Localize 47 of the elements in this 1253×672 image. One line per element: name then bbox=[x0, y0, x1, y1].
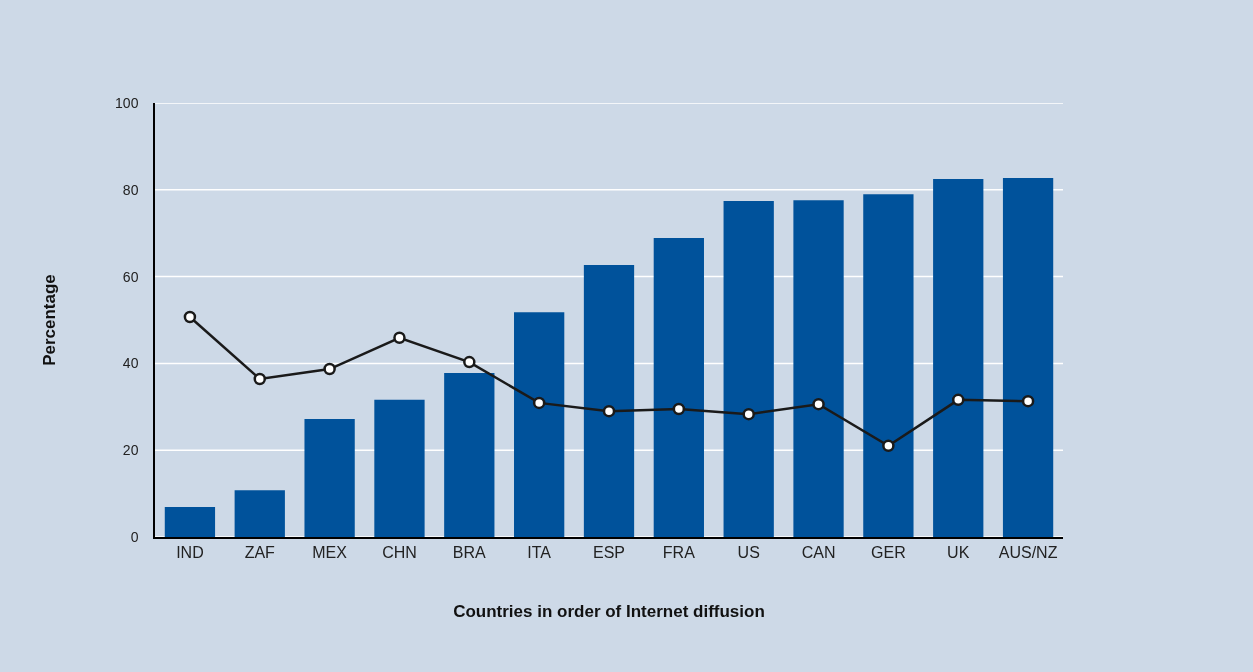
y-tick-label: 0 bbox=[130, 528, 139, 545]
y-tick-label: 60 bbox=[122, 268, 139, 285]
point bbox=[951, 393, 965, 407]
x-tick-label: GER bbox=[871, 543, 906, 561]
y-tick-label: 20 bbox=[122, 442, 139, 459]
x-tick-label: IND bbox=[176, 543, 204, 561]
bar bbox=[374, 399, 425, 537]
bar bbox=[583, 264, 635, 537]
point bbox=[742, 407, 755, 421]
point bbox=[1021, 394, 1035, 408]
bar bbox=[793, 200, 844, 537]
bar bbox=[164, 507, 216, 537]
x-tick-label: ITA bbox=[527, 543, 552, 561]
x-tick-label: US bbox=[737, 543, 760, 561]
x-tick-label: CHN bbox=[382, 543, 417, 561]
x-tick-label: ESP bbox=[592, 543, 626, 561]
point bbox=[882, 439, 895, 453]
point bbox=[183, 310, 197, 324]
y-tick-label: 40 bbox=[122, 355, 139, 372]
point bbox=[672, 402, 686, 416]
bar bbox=[444, 372, 495, 537]
y-tick-label: 100 bbox=[115, 94, 139, 111]
bar bbox=[1002, 178, 1054, 537]
x-axis-title: Countries in order of Internet diffusion bbox=[453, 601, 765, 621]
x-tick-label: MEX bbox=[312, 543, 348, 561]
x-tick-label: UK bbox=[947, 543, 970, 561]
x-tick-label: BRA bbox=[452, 543, 487, 561]
point bbox=[393, 331, 406, 345]
bar bbox=[304, 418, 355, 537]
bar bbox=[933, 178, 984, 537]
bar bbox=[653, 237, 704, 537]
x-tick-label: FRA bbox=[662, 543, 696, 561]
y-axis-title: Percentage bbox=[40, 274, 60, 366]
x-tick-label: ZAF bbox=[244, 543, 276, 561]
point bbox=[253, 372, 267, 386]
bar bbox=[723, 201, 774, 537]
bar bbox=[514, 312, 565, 537]
bar bbox=[863, 194, 914, 537]
x-tick-label: CAN bbox=[801, 543, 836, 561]
y-tick-label: 80 bbox=[122, 181, 139, 198]
point bbox=[463, 355, 476, 369]
point bbox=[323, 362, 336, 376]
bar bbox=[234, 490, 285, 537]
x-tick-label: AUS/NZ bbox=[998, 543, 1058, 561]
point bbox=[602, 404, 616, 418]
point bbox=[532, 396, 546, 410]
point bbox=[812, 397, 825, 411]
